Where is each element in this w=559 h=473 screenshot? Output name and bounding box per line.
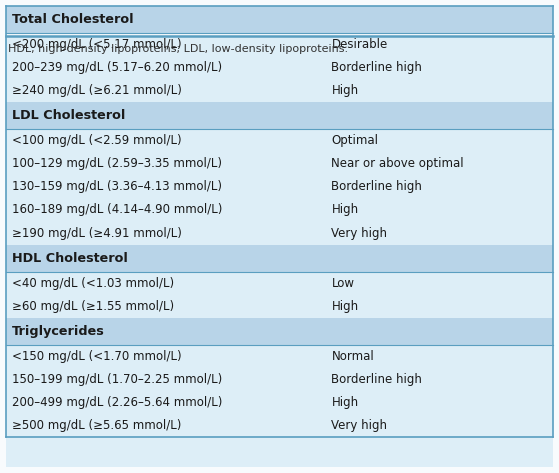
Bar	[6, 245, 553, 272]
Text: <150 mg/dL (<1.70 mmol/L): <150 mg/dL (<1.70 mmol/L)	[12, 350, 182, 363]
Text: High: High	[331, 300, 358, 313]
Text: Borderline high: Borderline high	[331, 373, 423, 386]
Text: Optimal: Optimal	[331, 134, 378, 148]
Text: 130–159 mg/dL (3.36–4.13 mmol/L): 130–159 mg/dL (3.36–4.13 mmol/L)	[12, 181, 222, 193]
Text: Near or above optimal: Near or above optimal	[331, 158, 464, 170]
Text: 150–199 mg/dL (1.70–2.25 mmol/L): 150–199 mg/dL (1.70–2.25 mmol/L)	[12, 373, 222, 386]
Text: ≥500 mg/dL (≥5.65 mmol/L): ≥500 mg/dL (≥5.65 mmol/L)	[12, 419, 181, 432]
Bar	[6, 6, 553, 33]
Bar	[6, 102, 553, 130]
Text: High: High	[331, 396, 358, 409]
Text: Desirable: Desirable	[331, 38, 388, 51]
Text: Triglycerides: Triglycerides	[12, 325, 105, 338]
Text: 160–189 mg/dL (4.14–4.90 mmol/L): 160–189 mg/dL (4.14–4.90 mmol/L)	[12, 203, 222, 217]
Text: HDL, high-density lipoproteins; LDL, low-density lipoproteins.: HDL, high-density lipoproteins; LDL, low…	[8, 44, 348, 54]
Text: Very high: Very high	[331, 227, 387, 239]
Text: LDL Cholesterol: LDL Cholesterol	[12, 109, 125, 123]
Text: 200–499 mg/dL (2.26–5.64 mmol/L): 200–499 mg/dL (2.26–5.64 mmol/L)	[12, 396, 222, 409]
Bar	[6, 318, 553, 345]
Text: 200–239 mg/dL (5.17–6.20 mmol/L): 200–239 mg/dL (5.17–6.20 mmol/L)	[12, 61, 222, 74]
Text: <40 mg/dL (<1.03 mmol/L): <40 mg/dL (<1.03 mmol/L)	[12, 277, 174, 290]
Text: <200 mg/dL (<5.17 mmol/L): <200 mg/dL (<5.17 mmol/L)	[12, 38, 182, 51]
Text: High: High	[331, 84, 358, 97]
Text: ≥60 mg/dL (≥1.55 mmol/L): ≥60 mg/dL (≥1.55 mmol/L)	[12, 300, 174, 313]
Text: ≥190 mg/dL (≥4.91 mmol/L): ≥190 mg/dL (≥4.91 mmol/L)	[12, 227, 182, 239]
Text: Borderline high: Borderline high	[331, 61, 423, 74]
Text: ≥240 mg/dL (≥6.21 mmol/L): ≥240 mg/dL (≥6.21 mmol/L)	[12, 84, 182, 97]
Text: Total Cholesterol: Total Cholesterol	[12, 13, 134, 26]
Text: Very high: Very high	[331, 419, 387, 432]
Text: <100 mg/dL (<2.59 mmol/L): <100 mg/dL (<2.59 mmol/L)	[12, 134, 182, 148]
Text: High: High	[331, 203, 358, 217]
Text: Normal: Normal	[331, 350, 374, 363]
Text: 100–129 mg/dL (2.59–3.35 mmol/L): 100–129 mg/dL (2.59–3.35 mmol/L)	[12, 158, 222, 170]
Text: Low: Low	[331, 277, 354, 290]
Text: HDL Cholesterol: HDL Cholesterol	[12, 252, 128, 264]
Text: Borderline high: Borderline high	[331, 181, 423, 193]
